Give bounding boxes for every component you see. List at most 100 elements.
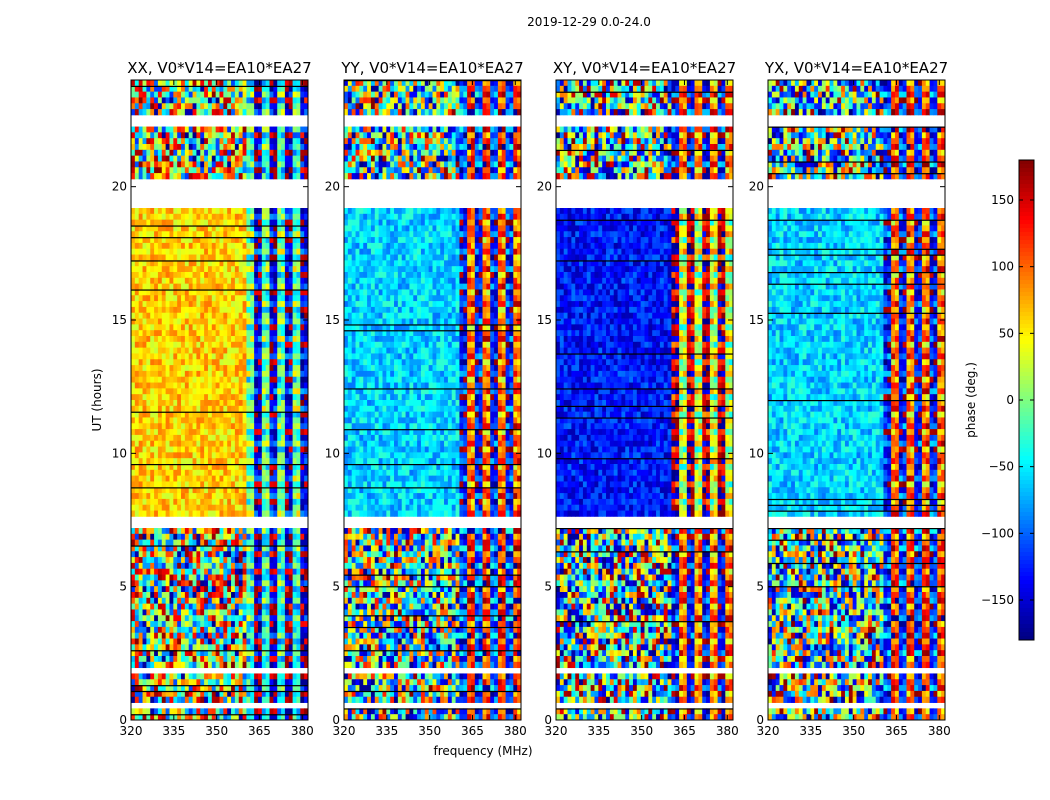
heatmap-cell: [181, 562, 186, 570]
heatmap-cell: [284, 446, 290, 453]
heatmap-cell: [207, 126, 213, 133]
heatmap-cell: [157, 376, 163, 383]
heatmap-cell: [238, 248, 243, 255]
heatmap-cell: [207, 475, 213, 482]
heatmap-cell: [246, 696, 251, 703]
heatmap-cell: [207, 289, 213, 296]
heatmap-cell: [181, 382, 186, 389]
heatmap-cell: [169, 498, 174, 506]
heatmap-cell: [238, 568, 243, 575]
heatmap-cell: [227, 452, 232, 459]
heatmap-cell: [207, 429, 213, 436]
heatmap-cell: [242, 132, 247, 139]
heatmap-cell: [169, 336, 174, 343]
heatmap-cell: [246, 586, 251, 593]
heatmap-cell: [204, 417, 209, 424]
heatmap-cell: [207, 690, 213, 698]
heatmap-cell: [227, 446, 232, 453]
heatmap-cell: [200, 301, 205, 308]
heatmap-cell: [246, 644, 251, 651]
heatmap-cell: [207, 562, 213, 570]
heatmap-cell: [211, 557, 217, 564]
heatmap-cell: [131, 417, 136, 424]
heatmap-cell: [192, 632, 197, 639]
heatmap-cell: [281, 330, 286, 337]
heatmap-cell: [227, 650, 232, 657]
heatmap-cell: [146, 109, 151, 116]
heatmap-cell: [131, 97, 136, 104]
heatmap-cell: [192, 609, 197, 616]
heatmap-cell: [370, 138, 376, 145]
heatmap-cell: [344, 85, 349, 93]
heatmap-cell: [184, 149, 190, 157]
heatmap-cell: [154, 155, 159, 162]
heatmap-cell: [219, 586, 224, 593]
heatmap-cell: [273, 574, 278, 581]
heatmap-cell: [184, 365, 190, 372]
heatmap-cell: [277, 173, 282, 180]
heatmap-cell: [231, 341, 236, 349]
heatmap-cell: [238, 510, 243, 517]
heatmap-cell: [181, 144, 186, 151]
heatmap-cell: [505, 91, 510, 98]
heatmap-cell: [273, 138, 278, 145]
heatmap-cell: [288, 597, 294, 605]
heatmap-cell: [292, 336, 297, 343]
heatmap-cell: [184, 155, 190, 162]
heatmap-cell: [184, 673, 190, 680]
heatmap-cell: [192, 237, 197, 244]
heatmap-cell: [188, 138, 193, 145]
heatmap-cell: [250, 609, 255, 616]
heatmap-cell: [238, 266, 243, 273]
heatmap-cell: [134, 597, 140, 605]
heatmap-cell: [513, 85, 518, 93]
heatmap-cell: [142, 149, 147, 157]
heatmap-cell: [188, 498, 193, 506]
heatmap-cell: [154, 679, 159, 686]
heatmap-cell: [134, 551, 140, 558]
heatmap-cell: [234, 528, 240, 535]
heatmap-cell: [250, 132, 255, 139]
heatmap-cell: [207, 481, 213, 488]
heatmap-cell: [211, 661, 217, 669]
heatmap-cell: [169, 405, 174, 413]
heatmap-cell: [173, 359, 178, 366]
heatmap-cell: [211, 295, 217, 302]
heatmap-cell: [188, 330, 193, 337]
heatmap-cell: [173, 475, 178, 482]
heatmap-cell: [288, 283, 294, 290]
heatmap-cell: [157, 103, 163, 110]
heatmap-cell: [200, 85, 205, 93]
heatmap-cell: [207, 632, 213, 639]
heatmap-cell: [200, 568, 205, 575]
heatmap-cell: [284, 603, 290, 610]
heatmap-cell: [196, 225, 201, 232]
heatmap-cell: [277, 638, 282, 645]
heatmap-cell: [181, 487, 186, 494]
heatmap-cell: [146, 405, 151, 413]
heatmap-cell: [169, 312, 174, 319]
heatmap-cell: [142, 621, 147, 628]
heatmap-cell: [211, 138, 217, 145]
heatmap-cell: [261, 452, 267, 459]
heatmap-cell: [505, 80, 510, 87]
heatmap-cell: [161, 626, 167, 634]
heatmap-cell: [207, 440, 213, 447]
heatmap-cell: [269, 80, 274, 87]
heatmap-cell: [196, 475, 201, 482]
heatmap-cell: [219, 685, 224, 692]
heatmap-cell: [154, 336, 159, 343]
heatmap-cell: [304, 254, 309, 261]
heatmap-cell: [188, 347, 193, 354]
heatmap-cell: [231, 103, 236, 110]
heatmap-cell: [192, 464, 197, 471]
heatmap-cell: [470, 91, 476, 98]
heatmap-cell: [246, 254, 251, 261]
heatmap-cell: [281, 347, 286, 354]
heatmap-cell: [374, 85, 380, 93]
heatmap-cell: [269, 324, 274, 331]
heatmap-cell: [277, 260, 282, 267]
heatmap-cell: [200, 481, 205, 488]
heatmap-cell: [250, 318, 255, 325]
